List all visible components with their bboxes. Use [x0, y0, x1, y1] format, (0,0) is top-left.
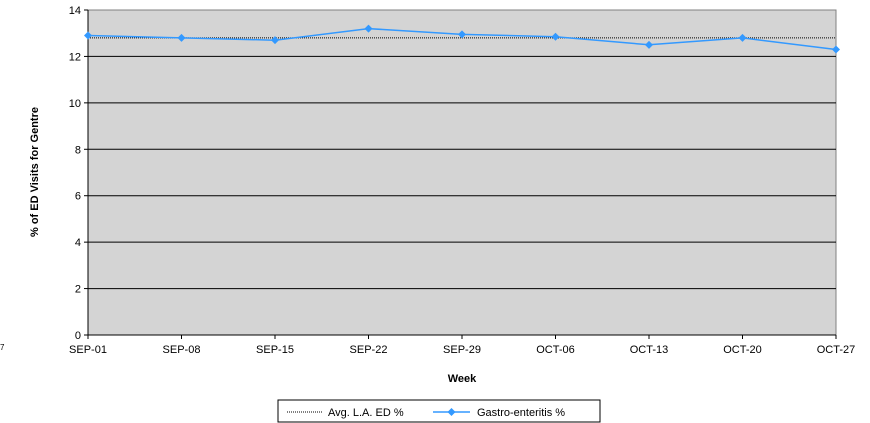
y-tick-label: 4 [75, 237, 81, 249]
y-tick-label: 8 [75, 144, 81, 156]
gridlines [88, 55, 836, 290]
y-axis: 0 2 4 6 8 10 12 14 [69, 5, 89, 342]
x-tick-label: SEP-01 [69, 344, 107, 356]
legend-box [277, 399, 601, 423]
x-axis-title: Week [448, 373, 477, 385]
edge-mark: 7 [0, 343, 5, 352]
data-point [271, 36, 279, 45]
legend: Avg. L.A. ED % Gastro-enteritis % [277, 399, 601, 423]
data-point [458, 30, 466, 39]
legend-label-avg: Avg. L.A. ED % [328, 407, 404, 419]
y-axis-title: % of ED Visits for Gentre [29, 107, 41, 237]
data-point [645, 40, 653, 49]
y-tick-label: 12 [69, 51, 81, 63]
x-tick-label: SEP-22 [350, 344, 388, 356]
x-tick-label: SEP-15 [256, 344, 294, 356]
plot-area [87, 9, 837, 336]
legend-label-gastro: Gastro-enteritis % [477, 407, 565, 419]
x-tick-label: SEP-08 [163, 344, 201, 356]
y-tick-label: 6 [75, 191, 81, 203]
series-layer [84, 24, 840, 54]
data-point [84, 31, 92, 40]
data-point [738, 33, 747, 42]
y-tick-label: 14 [69, 5, 81, 17]
x-tick-label: OCT-06 [536, 344, 575, 356]
x-tick-label: OCT-27 [817, 344, 856, 356]
x-tick-label: OCT-13 [630, 344, 669, 356]
data-point [832, 45, 840, 54]
x-tick-label: SEP-29 [443, 344, 481, 356]
x-axis: SEP-01 SEP-08 SEP-15 SEP-22 SEP-29 OCT-06 OCT-… [69, 334, 856, 356]
data-point [551, 32, 560, 41]
x-tick-label: OCT-20 [723, 344, 762, 356]
data-point [364, 24, 373, 33]
y-tick-label: 0 [75, 330, 81, 342]
y-tick-label: 2 [75, 284, 81, 296]
data-point [177, 33, 186, 42]
legend-swatch-gastro-marker [447, 408, 456, 416]
y-tick-label: 10 [69, 98, 81, 110]
